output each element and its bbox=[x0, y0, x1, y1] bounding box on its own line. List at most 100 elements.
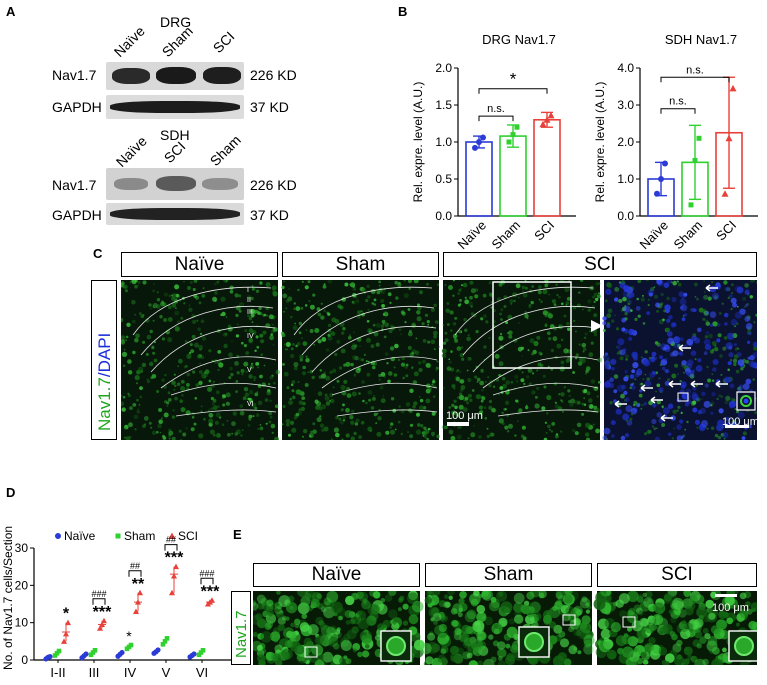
data-point bbox=[209, 597, 215, 603]
data-point bbox=[47, 654, 53, 660]
x-tick-label: I-II bbox=[50, 665, 65, 680]
x-tick-label: Sham bbox=[670, 218, 705, 252]
significance-label: * bbox=[510, 70, 517, 89]
legend-marker bbox=[115, 533, 121, 539]
significance-bracket bbox=[478, 115, 514, 122]
data-point bbox=[547, 111, 555, 119]
bar-SCI bbox=[533, 119, 561, 217]
scalebar-zoom bbox=[725, 425, 749, 428]
lamina-label: V bbox=[247, 367, 252, 374]
data-point bbox=[510, 132, 516, 138]
x-tick-label: IV bbox=[124, 665, 137, 680]
arrow-icon bbox=[690, 380, 703, 388]
significance-star: *** bbox=[165, 550, 184, 567]
significance-hash: ## bbox=[166, 535, 176, 545]
drg-gapdh-blot bbox=[106, 95, 244, 119]
data-point bbox=[506, 139, 512, 145]
arrow-icon bbox=[640, 384, 653, 392]
data-point bbox=[543, 116, 551, 123]
x-tick-label: Sham bbox=[488, 218, 523, 252]
drg-row-gapdh-label: GAPDH bbox=[52, 99, 102, 115]
y-tick-label: 0.5 bbox=[435, 172, 452, 186]
inset-source-box bbox=[622, 616, 636, 628]
data-point bbox=[101, 617, 107, 624]
panel-c-scalebar-main-label: 100 μm bbox=[446, 410, 483, 422]
data-point bbox=[155, 647, 161, 653]
lamina-boundary bbox=[170, 382, 277, 396]
significance-label: n.s. bbox=[686, 64, 704, 76]
drg-lane-1: Naïve bbox=[110, 22, 148, 60]
data-point bbox=[539, 120, 547, 128]
drg-nav17-bar-chart: DRG Nav1.7 Rel. expre. level (A.U.) 0.0 0.5… bbox=[411, 32, 576, 252]
lamina-boundary bbox=[175, 409, 277, 417]
panel-e-label: E bbox=[233, 527, 242, 542]
significance-bracket bbox=[660, 76, 730, 83]
lamina-boundary bbox=[132, 286, 272, 336]
lamina-label: IV bbox=[247, 333, 254, 340]
data-point bbox=[97, 625, 103, 631]
arrow-icon bbox=[650, 396, 663, 404]
inset-nucleus bbox=[743, 398, 749, 404]
legend-label: Naïve bbox=[64, 529, 96, 543]
x-tick-label: VI bbox=[196, 665, 208, 680]
y-tick-label: 2.0 bbox=[435, 61, 452, 75]
data-point bbox=[472, 144, 478, 151]
inset-neuron bbox=[524, 632, 544, 652]
legend-label: SCI bbox=[178, 529, 198, 543]
panel-c-scalebar-zoom-label: 100 μm bbox=[722, 416, 759, 428]
lamina-label: II bbox=[247, 297, 251, 304]
chart-title: DRG Nav1.7 bbox=[482, 32, 556, 47]
significance-star: *** bbox=[201, 583, 220, 600]
data-point bbox=[92, 647, 98, 653]
y-tick-label: 0 bbox=[21, 653, 28, 667]
panel-c-scalebar-main bbox=[447, 422, 469, 427]
data-point bbox=[200, 647, 206, 653]
lamina-boundary bbox=[301, 306, 435, 356]
sdh-row-gapdh-label: GAPDH bbox=[52, 207, 102, 223]
data-point bbox=[173, 563, 179, 570]
lamina-boundary bbox=[331, 382, 438, 396]
significance-hash: ## bbox=[130, 561, 140, 571]
legend-marker bbox=[168, 532, 176, 539]
drg-row-nav17-size: 226 KD bbox=[250, 67, 297, 83]
lamina-boundary bbox=[140, 306, 274, 356]
dapi-stain-label: /DAPI bbox=[95, 332, 114, 378]
lamina-boundary bbox=[311, 325, 437, 373]
data-point bbox=[160, 642, 166, 647]
y-tick-label: 0.0 bbox=[435, 209, 452, 223]
sdh-gapdh-blot bbox=[106, 203, 244, 225]
significance-bracket bbox=[164, 544, 178, 551]
sdh-row-nav17-label: Nav1.7 bbox=[52, 177, 97, 193]
data-point bbox=[514, 124, 520, 130]
data-point bbox=[83, 651, 89, 657]
significance-hash: ### bbox=[91, 589, 106, 599]
data-point bbox=[137, 589, 143, 596]
bar-Naïve bbox=[465, 141, 493, 217]
legend-label: Sham bbox=[124, 529, 155, 543]
panel-e-side-label-box: Nav1.7 bbox=[231, 591, 251, 665]
data-point bbox=[662, 160, 668, 167]
y-tick-label: 4.0 bbox=[617, 61, 634, 75]
nav17-cells-scatter-chart: No. of Nav1.7 cells/Section 0 10 20 30 Naïve S… bbox=[1, 526, 232, 680]
data-point bbox=[692, 158, 698, 163]
data-point bbox=[56, 648, 62, 654]
data-point bbox=[721, 190, 729, 197]
drg-blot-title: DRG bbox=[160, 14, 192, 30]
drg-lane-3: SCI bbox=[209, 28, 238, 56]
lamina-boundary bbox=[150, 325, 276, 373]
y-axis-label: Rel. expre. level (A.U.) bbox=[411, 82, 425, 203]
significance-star: * bbox=[126, 628, 132, 644]
data-point bbox=[162, 639, 168, 644]
x-tick-label: SCI bbox=[713, 218, 739, 244]
lamina-label: III bbox=[247, 309, 253, 316]
lamina-boundary bbox=[492, 382, 599, 396]
lamina-boundary bbox=[160, 356, 277, 389]
sdh-nav17-bar-chart: SDH Nav1.7 Rel. expre. level (A.U.) 0.0 1.0… bbox=[593, 32, 758, 252]
x-tick-label: Naïve bbox=[454, 218, 489, 252]
y-tick-label: 1.0 bbox=[617, 172, 634, 186]
panel-a-label: A bbox=[6, 4, 16, 19]
arrow-icon bbox=[678, 344, 691, 352]
inset-cell bbox=[740, 395, 752, 407]
zoom-arrow-icon bbox=[591, 320, 603, 332]
